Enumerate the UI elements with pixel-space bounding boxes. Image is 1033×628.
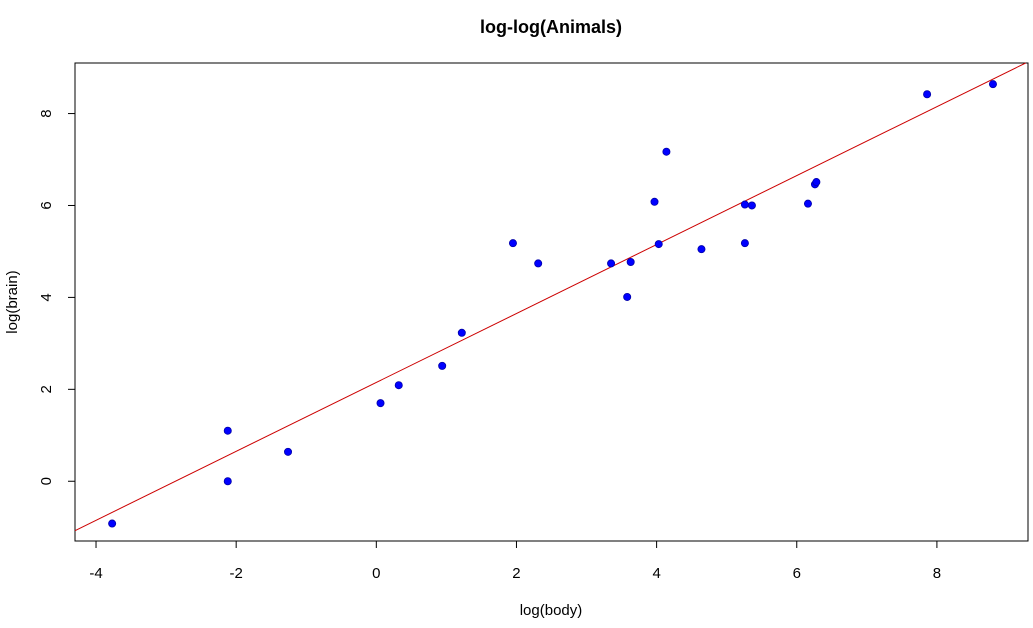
data-point bbox=[508, 239, 517, 248]
data-point bbox=[812, 178, 821, 187]
data-point bbox=[623, 292, 632, 301]
data-point bbox=[697, 245, 706, 254]
x-tick-label: -4 bbox=[89, 565, 102, 582]
data-point bbox=[988, 80, 997, 89]
data-point bbox=[394, 381, 403, 390]
y-axis-label: log(brain) bbox=[4, 270, 21, 333]
data-point bbox=[740, 239, 749, 248]
data-point bbox=[438, 361, 447, 370]
points-layer bbox=[108, 80, 997, 528]
data-point bbox=[803, 199, 812, 208]
data-point bbox=[662, 147, 671, 156]
x-axis-label: log(body) bbox=[520, 602, 583, 619]
data-point bbox=[607, 259, 616, 268]
data-point bbox=[626, 258, 635, 267]
x-tick-label: 4 bbox=[652, 565, 660, 582]
y-tick-label: 0 bbox=[38, 477, 55, 485]
y-tick-label: 6 bbox=[38, 201, 55, 209]
data-point bbox=[376, 399, 385, 408]
data-point bbox=[923, 90, 932, 99]
y-tick-label: 4 bbox=[38, 293, 55, 301]
chart-title: log-log(Animals) bbox=[480, 17, 622, 37]
data-point bbox=[108, 519, 117, 528]
y-tick-label: 8 bbox=[38, 109, 55, 117]
data-point bbox=[650, 197, 659, 206]
x-tick-label: 2 bbox=[512, 565, 520, 582]
x-tick-label: 0 bbox=[372, 565, 380, 582]
fit-line-layer bbox=[74, 62, 1026, 532]
data-point bbox=[457, 328, 466, 337]
data-point bbox=[740, 200, 749, 209]
x-tick-label: -2 bbox=[229, 565, 242, 582]
data-point bbox=[747, 201, 756, 210]
y-axis: 0 2 4 6 8 bbox=[38, 109, 76, 485]
data-point bbox=[284, 447, 293, 456]
data-point bbox=[534, 259, 543, 268]
y-tick-label: 2 bbox=[38, 385, 55, 393]
x-tick-label: 6 bbox=[793, 565, 801, 582]
data-point bbox=[223, 426, 232, 435]
x-tick-label: 8 bbox=[933, 565, 941, 582]
data-point bbox=[654, 240, 663, 249]
x-axis: -4 -2 0 2 4 6 8 bbox=[89, 540, 941, 582]
regression-line bbox=[74, 62, 1026, 532]
plot-frame bbox=[74, 62, 1029, 542]
data-point bbox=[223, 477, 232, 486]
